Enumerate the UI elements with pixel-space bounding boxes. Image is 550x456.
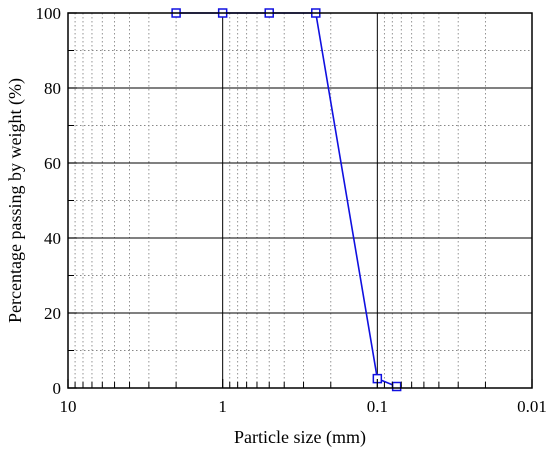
x-tick-label: 1 xyxy=(218,397,227,416)
minor-grid xyxy=(68,13,532,388)
y-tick-label: 0 xyxy=(53,379,62,398)
axis-ticks xyxy=(67,12,533,389)
data-point-marker xyxy=(391,381,402,392)
x-tick-label: 10 xyxy=(60,397,77,416)
y-tick-label: 20 xyxy=(44,304,61,323)
series-line xyxy=(176,12,397,388)
y-tick-label: 40 xyxy=(44,229,61,248)
y-tick-label: 100 xyxy=(36,4,62,23)
major-grid xyxy=(67,12,533,389)
x-tick-labels: 10 1 0.1 0.01 xyxy=(60,397,547,416)
x-tick-label: 0.01 xyxy=(517,397,547,416)
y-axis-title: Percentage passing by weight (%) xyxy=(5,78,26,323)
y-tick-label: 80 xyxy=(44,79,61,98)
y-tick-labels: 0 20 40 60 80 100 xyxy=(36,4,62,398)
x-tick-label: 0.1 xyxy=(367,397,388,416)
data-series xyxy=(171,8,402,392)
y-tick-label: 60 xyxy=(44,154,61,173)
x-axis-title: Particle size (mm) xyxy=(234,427,366,448)
